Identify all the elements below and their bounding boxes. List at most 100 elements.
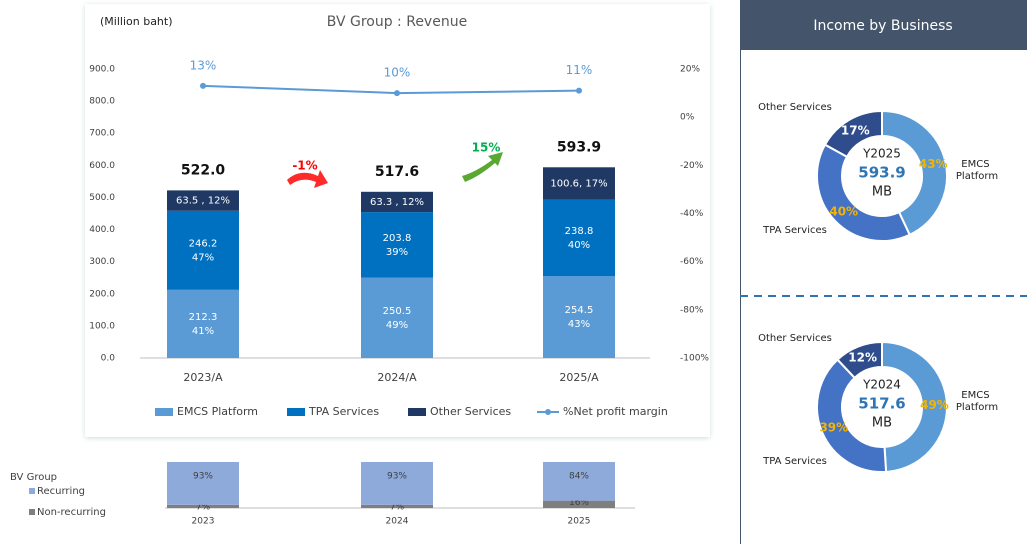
line-marker [200,82,206,89]
value-label: 212.3 [189,312,218,323]
segment-label: 43% [919,157,948,171]
line-label: 10% [384,66,411,80]
value-label: 246.2 [189,238,218,249]
y2-tick-label: -100% [680,354,709,364]
legend-label: TPA Services [308,405,379,418]
y-tick-label: 100.0 [89,321,115,331]
segment-label: 49% [920,398,949,412]
line-label: 11% [566,63,593,77]
center-total: 517.6 [858,395,905,413]
bar-segment [361,277,433,358]
bar-segment [361,504,433,508]
growth-label: -1% [292,159,317,173]
share-label: 47% [192,252,214,263]
center-label: Y2025 [862,147,901,161]
value-label: 254.5 [565,305,594,316]
x-tick-label: 2025 [568,517,591,527]
legend-swatch [29,488,35,494]
share-label: 39% [386,247,408,258]
segment-label: 17% [841,123,870,137]
legend-swatch [287,408,305,416]
y-tick-label: 0.0 [101,354,116,364]
center-unit: MB [872,416,892,431]
value-label: 63.3 , 12% [370,197,424,208]
y2-tick-label: 20% [680,65,700,75]
x-tick-label: 2024/A [377,371,417,384]
y2-tick-label: -80% [680,305,704,315]
increase-arrow [462,152,503,182]
segment-label: 40% [829,204,858,218]
bar-segment [543,199,615,277]
value-label: 16% [569,498,589,508]
y2-tick-label: 0% [680,113,695,123]
donut-segment [881,340,948,473]
bar-segment [543,462,615,501]
y-tick-label: 900.0 [89,65,115,75]
value-label: 93% [387,472,407,482]
chart-title: BV Group : Revenue [327,14,467,30]
bar-segment [543,276,615,358]
unit-label: (Million baht) [100,15,173,28]
bar-segment [167,462,239,505]
x-tick-label: 2025/A [559,371,599,384]
share-label: 49% [386,320,408,331]
chart-title: BV Group [10,472,57,483]
y2-tick-label: -20% [680,161,704,171]
value-label: 63.5 , 12% [176,196,230,207]
value-label: 100.6, 17% [550,178,607,189]
center-total: 593.9 [858,164,905,182]
y-tick-label: 600.0 [89,161,115,171]
donut-segment [823,109,883,159]
total-label: 593.9 [557,139,601,155]
segment-label: 12% [848,351,877,365]
bar-segment [167,289,239,358]
y-tick-label: 400.0 [89,225,115,235]
legend-label: EMCS Platform [177,405,258,418]
legend-swatch [545,409,551,415]
panel-header [740,0,1027,50]
category-label: EMCS Platform [956,159,998,182]
legend-label: Other Services [430,405,511,418]
y-tick-label: 500.0 [89,193,115,203]
bar-segment [167,504,239,508]
bar-segment [361,212,433,278]
value-label: 238.8 [565,226,594,237]
donut-segment [836,340,883,380]
bar-segment [167,210,239,290]
value-label: 203.8 [383,233,412,244]
segment-label: 39% [819,420,848,434]
bar-segment [543,167,615,200]
bar-segment [543,500,615,508]
y2-tick-label: -60% [680,257,704,267]
legend-swatch [155,408,173,416]
center-unit: MB [872,185,892,200]
total-label: 517.6 [375,164,419,180]
category-label: Other Services [758,333,832,344]
value-label: 7% [390,502,405,512]
category-label: TPA Services [762,225,827,236]
share-label: 41% [192,326,214,337]
share-label: 43% [568,319,590,330]
value-label: 250.5 [383,306,412,317]
y-tick-label: 700.0 [89,129,115,139]
category-label: TPA Services [762,456,827,467]
bar-segment [361,462,433,505]
y-tick-label: 300.0 [89,257,115,267]
x-tick-label: 2023/A [183,371,223,384]
category-label: Other Services [758,102,832,113]
value-label: 84% [569,472,589,482]
line-marker [576,87,582,94]
bar-segment [167,190,239,211]
legend-label: %Net profit margin [563,405,668,418]
x-tick-label: 2023 [192,517,215,527]
legend-swatch [408,408,426,416]
bar-segment [361,191,433,213]
legend-label: Recurring [37,486,85,497]
value-label: 7% [196,502,211,512]
donut-segment [816,143,912,242]
x-tick-label: 2024 [386,517,409,527]
value-label: 93% [193,472,213,482]
line-marker [394,90,400,97]
